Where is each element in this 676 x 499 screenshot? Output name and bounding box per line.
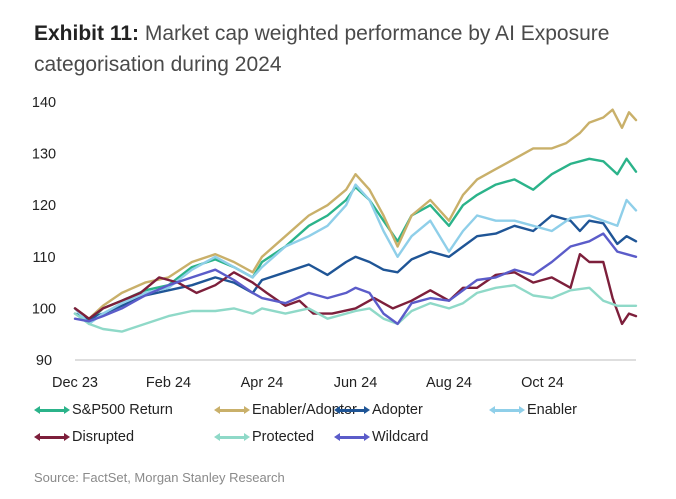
x-tick-label: Dec 23 bbox=[52, 375, 98, 391]
y-tick-label: 130 bbox=[32, 147, 56, 163]
legend-label: Disrupted bbox=[72, 429, 135, 445]
line-chart: 90 100 110 120 130 140 Dec 23 Feb 24 Apr 24 Jun 2… bbox=[32, 95, 638, 391]
legend-item: Adopter bbox=[334, 402, 423, 418]
legend-swatch bbox=[34, 432, 70, 441]
y-tick-label: 100 bbox=[32, 301, 56, 317]
chart-title: Exhibit 11: Market cap weighted performa… bbox=[34, 18, 664, 80]
x-tick-label: Jun 24 bbox=[334, 375, 378, 391]
x-tick-label: Apr 24 bbox=[241, 375, 284, 391]
legend-swatch bbox=[214, 405, 250, 414]
legend-item: Disrupted bbox=[34, 429, 135, 445]
series-line-1 bbox=[73, 108, 638, 320]
legend-label: Protected bbox=[252, 429, 315, 445]
y-tick-label: 110 bbox=[32, 250, 55, 266]
chart-title-text: Market cap weighted performance by AI Ex… bbox=[34, 22, 610, 76]
legend-swatch bbox=[34, 405, 70, 414]
series-line-4 bbox=[73, 253, 638, 326]
legend-item: Protected bbox=[214, 429, 315, 445]
legend-item: Enabler bbox=[489, 402, 577, 418]
legend-item: S&P500 Return bbox=[34, 402, 173, 418]
legend-label: S&P500 Return bbox=[72, 402, 173, 418]
series-line-6 bbox=[73, 232, 638, 326]
legend-label: Wildcard bbox=[372, 429, 429, 445]
series-line-3 bbox=[73, 183, 638, 326]
legend-swatch bbox=[489, 405, 525, 414]
legend-item: Wildcard bbox=[334, 429, 429, 445]
legend-item: Enabler/Adopter bbox=[214, 402, 357, 418]
source-note: Source: FactSet, Morgan Stanley Research bbox=[34, 470, 285, 485]
series-line-0 bbox=[73, 157, 638, 323]
legend-label: Enabler/Adopter bbox=[252, 402, 357, 418]
legend-label: Adopter bbox=[372, 402, 423, 418]
y-tick-label: 90 bbox=[36, 353, 52, 369]
x-tick-label: Feb 24 bbox=[146, 375, 191, 391]
x-tick-label: Aug 24 bbox=[426, 375, 472, 391]
legend-swatch bbox=[334, 432, 370, 441]
x-tick-label: Oct 24 bbox=[521, 375, 564, 391]
y-tick-label: 140 bbox=[32, 95, 56, 111]
exhibit-label: Exhibit 11: bbox=[34, 22, 140, 45]
legend-swatch bbox=[214, 432, 250, 441]
legend-swatch bbox=[334, 405, 370, 414]
legend-label: Enabler bbox=[527, 402, 577, 418]
series-line-5 bbox=[73, 284, 638, 333]
y-tick-label: 120 bbox=[32, 198, 56, 214]
